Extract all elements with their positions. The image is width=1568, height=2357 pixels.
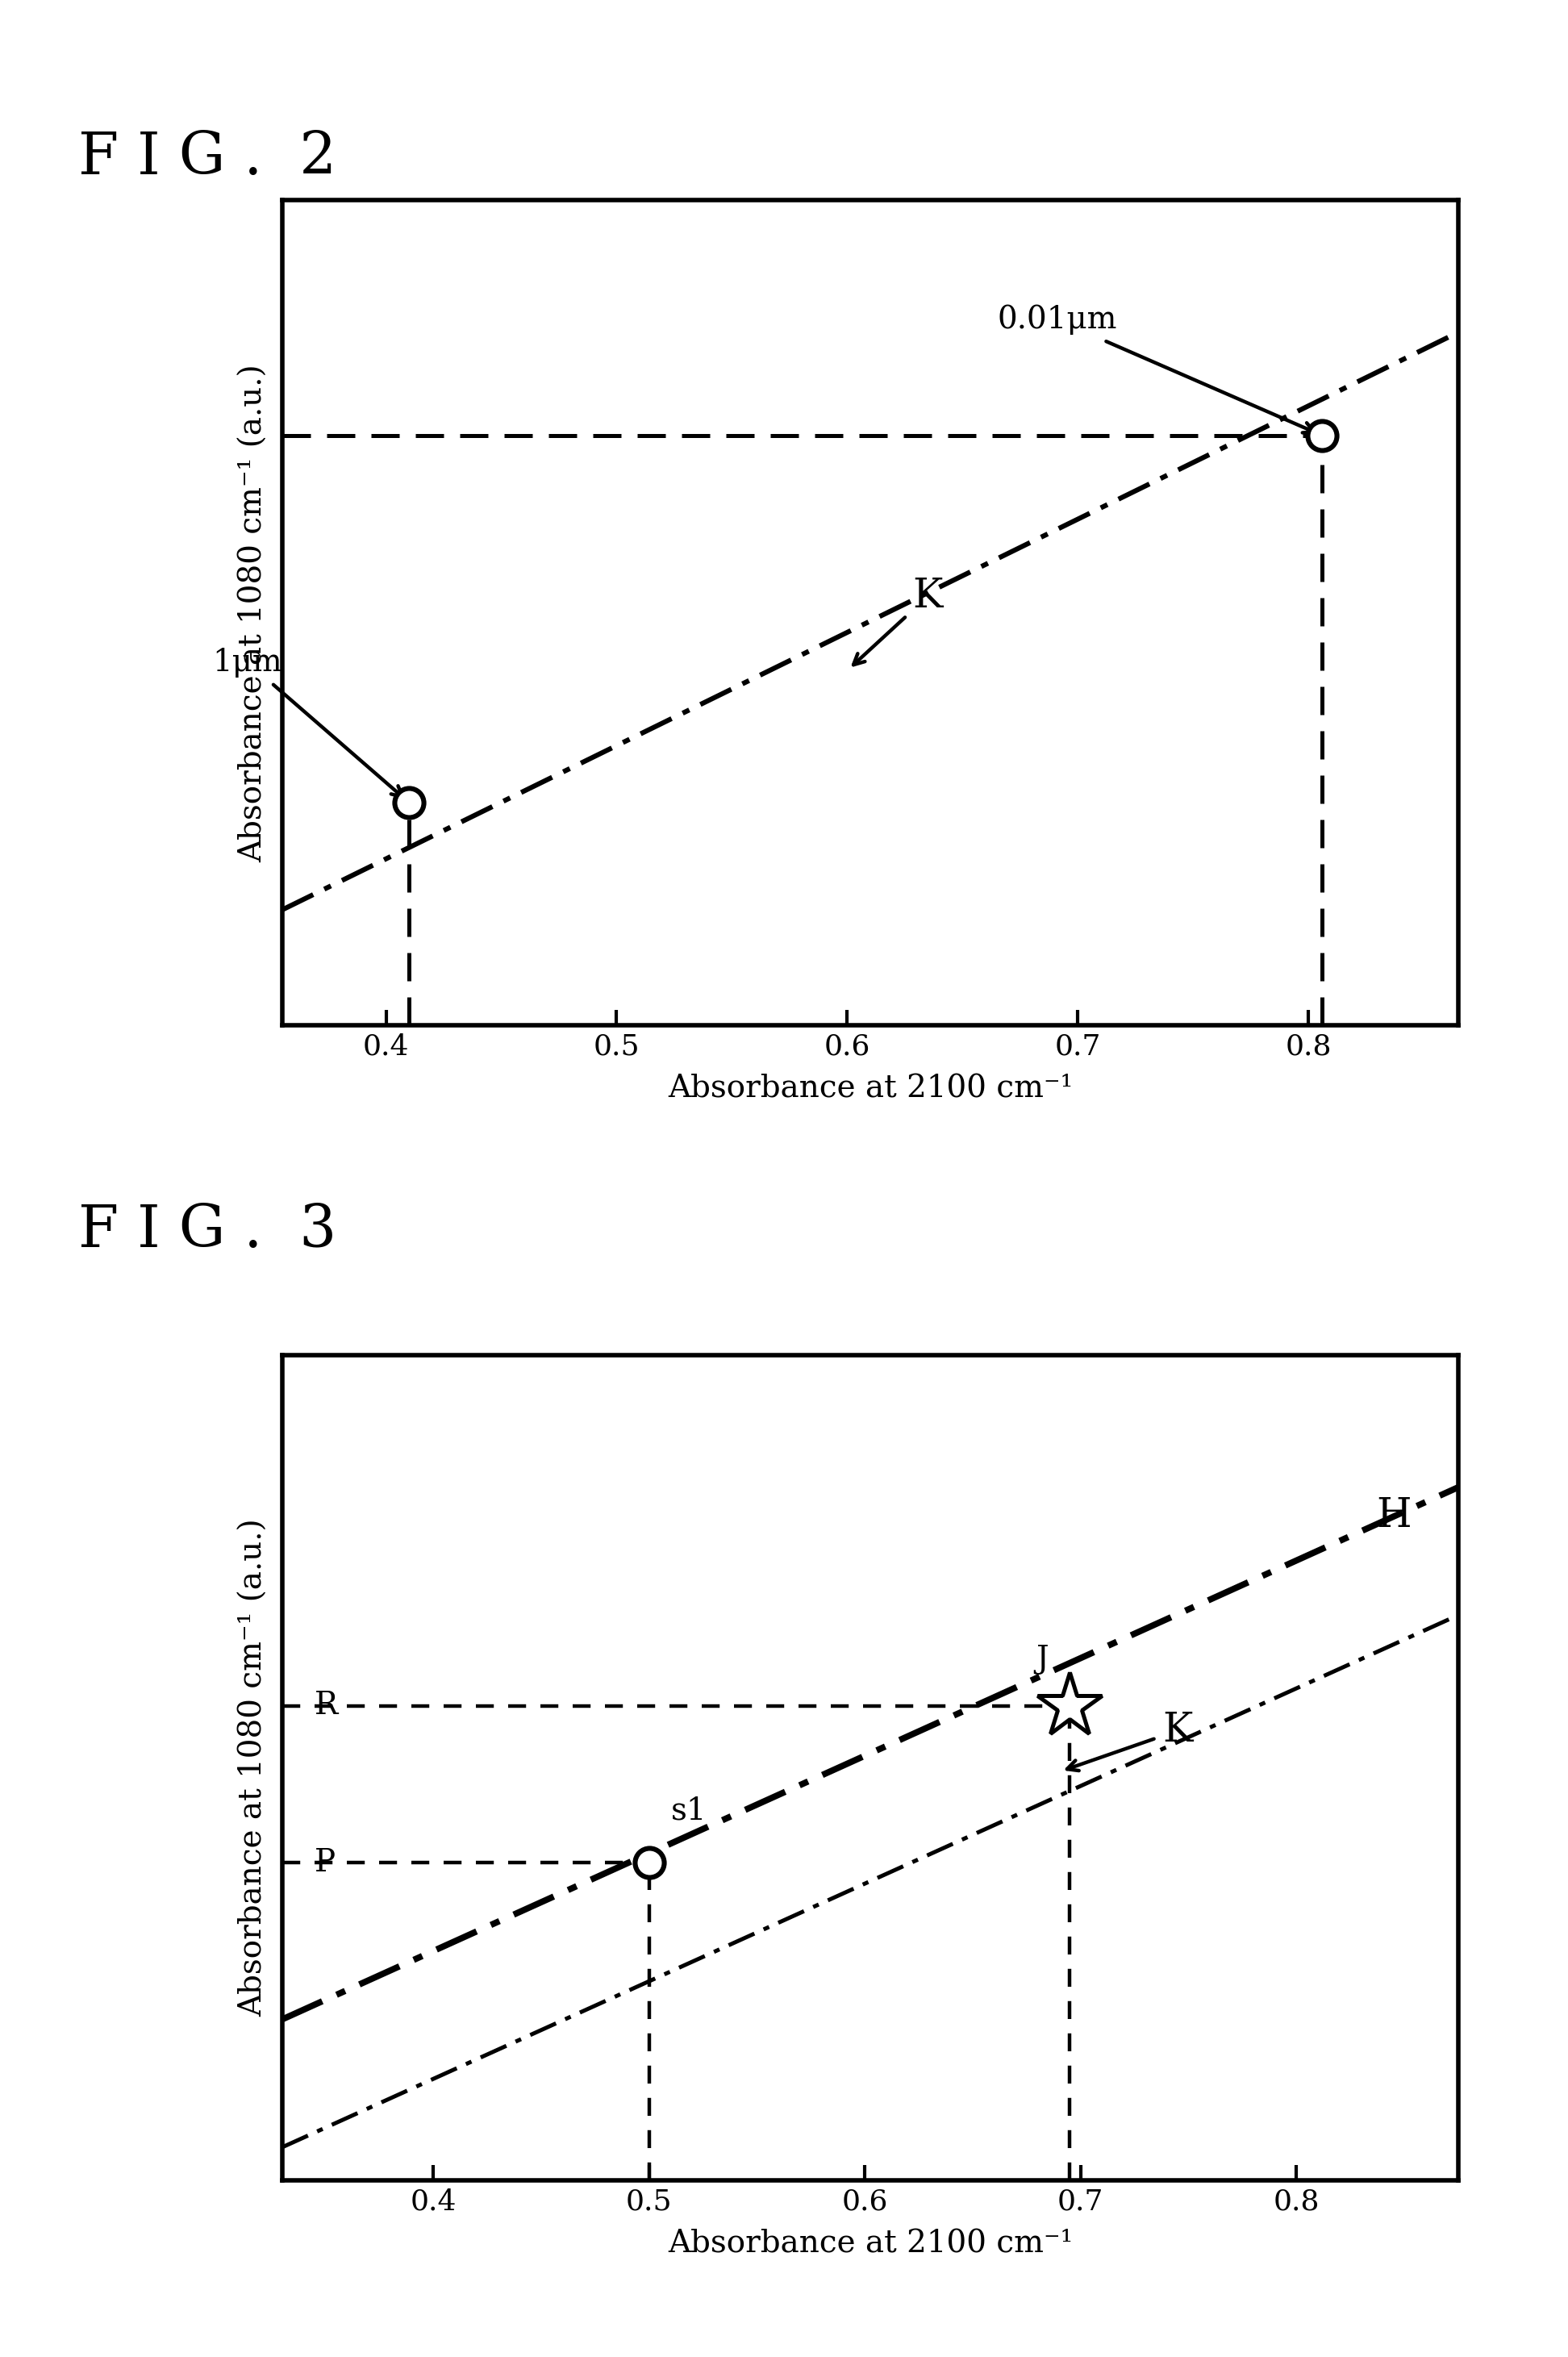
Y-axis label: Absorbance at 1080 cm⁻¹ (a.u.): Absorbance at 1080 cm⁻¹ (a.u.) [238,1518,268,2018]
Y-axis label: Absorbance at 1080 cm⁻¹ (a.u.): Absorbance at 1080 cm⁻¹ (a.u.) [238,363,268,863]
Text: P: P [315,1848,336,1879]
X-axis label: Absorbance at 2100 cm⁻¹: Absorbance at 2100 cm⁻¹ [668,1075,1073,1103]
Text: 0.01μm: 0.01μm [997,304,1314,434]
Text: F I G .  2: F I G . 2 [78,130,337,186]
Text: J: J [1035,1645,1049,1673]
Text: K: K [1068,1711,1193,1770]
Text: H: H [1375,1497,1411,1537]
Text: s1: s1 [671,1796,707,1824]
Text: K: K [853,577,942,665]
Text: 1μm: 1μm [213,648,403,797]
Text: F I G .  3: F I G . 3 [78,1202,337,1259]
Text: R: R [315,1690,339,1721]
X-axis label: Absorbance at 2100 cm⁻¹: Absorbance at 2100 cm⁻¹ [668,2230,1073,2258]
